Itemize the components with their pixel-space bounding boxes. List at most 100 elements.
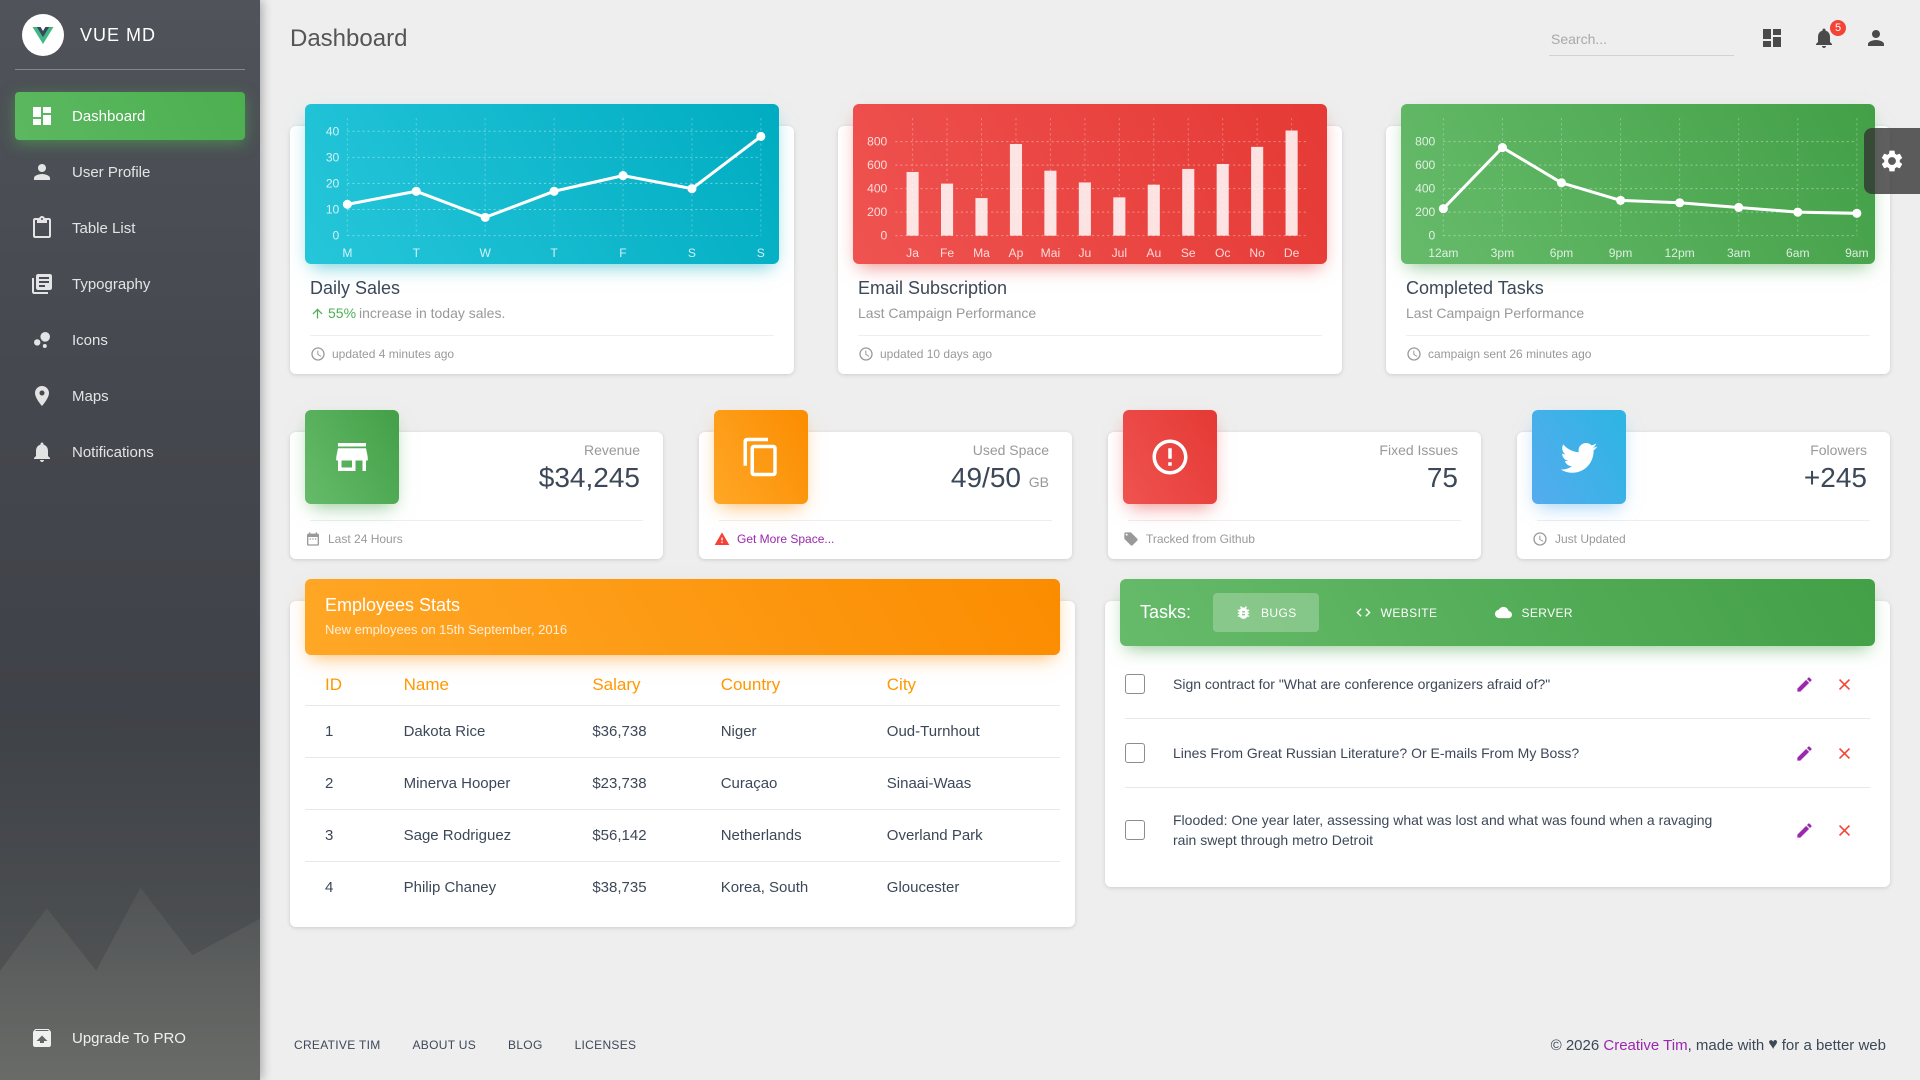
stat-value: 75 xyxy=(1426,462,1458,493)
task-checkbox[interactable] xyxy=(1125,743,1145,763)
svg-text:3pm: 3pm xyxy=(1491,246,1515,260)
brand[interactable]: VUE MD xyxy=(0,0,260,69)
get-more-space-link[interactable]: Get More Space... xyxy=(737,532,835,546)
tab-bugs[interactable]: BUGS xyxy=(1213,593,1319,632)
svg-text:9pm: 9pm xyxy=(1609,246,1633,260)
sidebar-item-label: Table List xyxy=(72,219,136,237)
svg-text:0: 0 xyxy=(1429,229,1436,243)
upgrade-to-pro-button[interactable]: Upgrade To PRO xyxy=(15,1014,245,1062)
footer-text: updated 10 days ago xyxy=(880,347,993,361)
tab-label: BUGS xyxy=(1261,605,1297,620)
task-list: Sign contract for "What are conference o… xyxy=(1105,646,1890,887)
svg-text:30: 30 xyxy=(326,150,340,164)
profile-button[interactable] xyxy=(1864,26,1890,52)
sidebar-item-icons[interactable]: Icons xyxy=(15,316,245,364)
column-header: Country xyxy=(720,675,781,694)
svg-text:600: 600 xyxy=(1415,158,1435,172)
table-row[interactable]: 4 Philip Chaney $38,735 Korea, South Glouces… xyxy=(305,861,1060,913)
employees-stats-card: Employees Stats New employees on 15th Se… xyxy=(290,579,1075,927)
footer-link-licenses[interactable]: LICENSES xyxy=(574,1038,637,1052)
svg-text:0: 0 xyxy=(333,229,340,243)
brand-name: VUE MD xyxy=(80,24,157,45)
delete-task-button[interactable] xyxy=(1832,741,1856,765)
svg-text:200: 200 xyxy=(1415,205,1435,219)
cloud-icon xyxy=(1495,606,1513,619)
apps-button[interactable] xyxy=(1760,26,1786,52)
svg-text:No: No xyxy=(1249,246,1265,260)
table-header-row: ID Name Salary Country City xyxy=(305,661,1060,706)
task-text: Lines From Great Russian Literature? Or … xyxy=(1173,744,1580,761)
close-icon xyxy=(1838,824,1850,836)
notifications-button[interactable]: 5 xyxy=(1812,19,1847,52)
sidebar-item-table-list[interactable]: Table List xyxy=(15,204,245,252)
sidebar-item-label: User Profile xyxy=(72,163,151,181)
settings-button[interactable] xyxy=(1864,128,1920,194)
task-row: Lines From Great Russian Literature? Or … xyxy=(1125,719,1870,788)
sidebar-nav: Dashboard User Profile Table List Typogr… xyxy=(0,84,260,1006)
employees-header: Employees Stats New employees on 15th Se… xyxy=(305,579,1060,655)
footer-link-about-us[interactable]: ABOUT US xyxy=(412,1038,477,1052)
close-icon xyxy=(1838,747,1850,759)
svg-text:Au: Au xyxy=(1146,246,1161,260)
table-row[interactable]: 2 Minerva Hooper $23,738 Curaçao Sinaai-Waas xyxy=(305,757,1060,810)
stat-footer: Last 24 Hours xyxy=(290,521,663,559)
twitter-icon xyxy=(1532,410,1626,504)
card-footer: updated 4 minutes ago xyxy=(290,336,794,374)
place-icon xyxy=(35,386,49,406)
stat-value: +245 xyxy=(1803,462,1867,493)
tasks-title: Tasks: xyxy=(1140,602,1192,622)
edit-task-button[interactable] xyxy=(1792,818,1816,842)
footer-link-blog[interactable]: BLOG xyxy=(508,1038,543,1052)
delete-task-button[interactable] xyxy=(1832,672,1856,696)
clock-icon xyxy=(859,347,873,361)
sidebar-item-dashboard[interactable]: Dashboard xyxy=(15,92,245,140)
svg-text:6am: 6am xyxy=(1786,246,1810,260)
svg-text:200: 200 xyxy=(867,205,887,219)
svg-text:W: W xyxy=(479,246,491,260)
pencil-icon xyxy=(1796,676,1812,692)
task-checkbox[interactable] xyxy=(1125,820,1145,841)
card-title: Completed Tasks xyxy=(1406,278,1544,298)
tab-server[interactable]: SERVER xyxy=(1473,593,1595,632)
stats-row: Revenue $34,245 Last 24 Hours Used Spa xyxy=(290,410,1890,559)
bubble-chart-icon xyxy=(34,332,50,348)
footer-link-creative-tim[interactable]: CREATIVE TIM xyxy=(294,1038,381,1052)
edit-task-button[interactable] xyxy=(1792,672,1816,696)
svg-text:Ja: Ja xyxy=(906,246,919,260)
svg-text:40: 40 xyxy=(326,124,340,138)
sidebar-item-user-profile[interactable]: User Profile xyxy=(15,148,245,196)
pencil-icon xyxy=(1796,823,1812,838)
stat-label: Used Space xyxy=(972,442,1049,458)
table-row[interactable]: 1 Dakota Rice $36,738 Niger Oud-Turnhout xyxy=(305,705,1060,758)
used-space-stat-card: Used Space 49/50 GB Get More Space... xyxy=(699,410,1072,559)
delete-task-button[interactable] xyxy=(1832,818,1856,842)
table-row[interactable]: 3 Sage Rodriguez $56,142 Netherlands Overlan… xyxy=(305,809,1060,862)
svg-text:Ju: Ju xyxy=(1078,246,1091,260)
svg-text:Fe: Fe xyxy=(940,246,954,260)
sidebar-item-maps[interactable]: Maps xyxy=(15,372,245,420)
tab-label: SERVER xyxy=(1521,605,1573,620)
card-footer: campaign sent 26 minutes ago xyxy=(1386,336,1890,374)
library-icon xyxy=(32,274,52,294)
copy-icon xyxy=(714,410,808,504)
stat-footer-text: Last 24 Hours xyxy=(328,532,403,546)
completed-tasks-chart: 0 200 400 600 800 12am 3pm 6pm 9pm 12pm 3am 6am 9am xyxy=(1401,104,1875,264)
svg-text:Jul: Jul xyxy=(1112,246,1127,260)
copyright-mid: , made with xyxy=(1687,1036,1765,1054)
person-icon xyxy=(1868,30,1884,46)
edit-task-button[interactable] xyxy=(1792,741,1816,765)
svg-text:T: T xyxy=(550,246,558,260)
creative-tim-link[interactable]: Creative Tim xyxy=(1603,1036,1688,1054)
email-subscription-card: 0 200 400 600 800 Ja Fe Ma Ap Mai Ju Jul Au Se Oc No De … xyxy=(838,104,1342,374)
page-title: Dashboard xyxy=(290,25,408,52)
sidebar-item-label: Dashboard xyxy=(72,107,146,125)
svg-text:Oc: Oc xyxy=(1215,246,1230,260)
task-text: Sign contract for "What are conference o… xyxy=(1173,675,1551,692)
sidebar-item-notifications[interactable]: Notifications xyxy=(15,428,245,476)
search-input[interactable] xyxy=(1549,22,1734,56)
tab-website[interactable]: WEBSITE xyxy=(1333,593,1460,632)
sidebar-item-typography[interactable]: Typography xyxy=(15,260,245,308)
task-checkbox[interactable] xyxy=(1125,674,1145,694)
column-header: ID xyxy=(325,675,342,694)
employees-title: Employees Stats xyxy=(325,595,461,615)
